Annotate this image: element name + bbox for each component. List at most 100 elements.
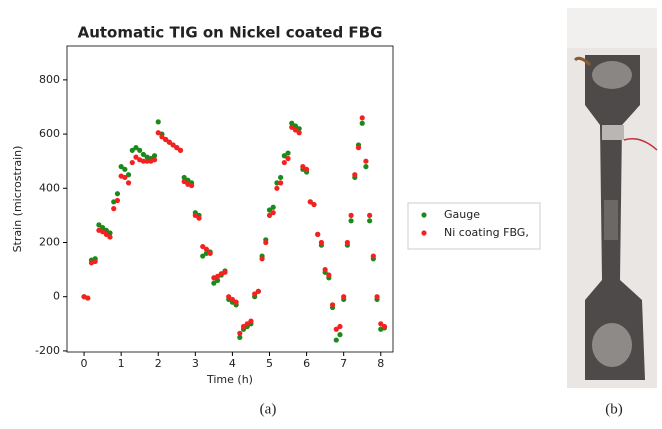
point <box>270 204 276 210</box>
point <box>114 197 121 204</box>
x-tick-label: 3 <box>192 357 199 370</box>
point <box>278 180 284 186</box>
point <box>359 120 365 126</box>
point <box>200 253 206 259</box>
point <box>133 154 139 160</box>
x-tick-label: 1 <box>118 357 125 370</box>
point <box>222 269 228 275</box>
point <box>289 120 295 126</box>
x-tick-label: 5 <box>266 357 273 370</box>
point <box>315 231 321 237</box>
point <box>196 215 202 221</box>
legend-marker <box>421 230 427 236</box>
x-axis-label: Time (h) <box>206 373 253 386</box>
point <box>259 256 265 262</box>
point <box>237 334 243 340</box>
point <box>125 172 132 178</box>
point <box>355 145 362 151</box>
point <box>363 164 369 170</box>
point <box>192 212 198 218</box>
x-tick-label: 0 <box>81 357 88 370</box>
point <box>263 239 269 246</box>
point <box>333 326 339 332</box>
point <box>207 250 213 256</box>
x-tick-label: 4 <box>229 357 236 370</box>
point <box>189 182 195 189</box>
point <box>140 151 147 158</box>
y-axis-label: Strain (microstrain) <box>11 146 24 253</box>
point <box>281 153 287 159</box>
point <box>125 180 132 186</box>
point <box>367 218 373 224</box>
point <box>129 159 135 166</box>
point <box>177 147 184 153</box>
point <box>326 272 332 278</box>
point <box>378 321 384 327</box>
point <box>266 207 273 213</box>
point <box>140 158 147 164</box>
point <box>100 229 106 235</box>
point <box>296 130 302 136</box>
caption: (b) <box>605 401 623 417</box>
point <box>151 153 158 159</box>
legend-label: Ni coating FBG, <box>444 226 529 239</box>
point <box>352 172 358 178</box>
point <box>307 199 313 205</box>
point <box>333 337 339 343</box>
legend-box <box>407 202 541 250</box>
point <box>114 191 121 197</box>
y-tick-label: 200 <box>39 236 60 249</box>
y-tick-label: 600 <box>39 127 60 140</box>
point <box>166 139 172 145</box>
point <box>229 296 236 303</box>
y-tick-label: 0 <box>53 290 60 303</box>
point <box>266 212 273 218</box>
point <box>151 157 158 163</box>
point <box>311 201 317 208</box>
point <box>374 294 380 300</box>
legend-label: Gauge <box>444 208 480 221</box>
point <box>289 124 295 130</box>
point <box>181 174 187 181</box>
photo <box>567 8 658 388</box>
point <box>226 294 232 300</box>
point <box>85 295 91 301</box>
point <box>137 147 143 153</box>
point <box>163 136 169 143</box>
point <box>381 323 388 330</box>
point <box>159 134 165 140</box>
point <box>344 239 350 246</box>
point <box>363 158 369 164</box>
point <box>322 267 328 273</box>
point <box>255 288 261 294</box>
point <box>248 318 254 324</box>
point <box>200 243 206 250</box>
x-tick-label: 7 <box>340 357 347 370</box>
y-tick-label: 400 <box>39 181 60 194</box>
point <box>337 323 343 330</box>
point <box>107 234 113 240</box>
point <box>129 147 135 153</box>
point <box>92 258 98 265</box>
x-tick-label: 6 <box>303 357 310 370</box>
point <box>211 280 217 286</box>
point <box>300 164 306 170</box>
point <box>367 212 373 218</box>
point <box>274 180 280 186</box>
point <box>144 158 150 164</box>
point <box>103 231 109 237</box>
point <box>100 224 106 231</box>
point <box>122 166 128 172</box>
point <box>278 174 284 181</box>
point <box>133 145 139 151</box>
point <box>318 239 325 246</box>
point <box>359 115 365 121</box>
y-tick-label: -200 <box>35 344 60 357</box>
point <box>170 142 176 148</box>
point <box>270 210 276 216</box>
caption: (a) <box>260 401 277 417</box>
point <box>285 155 291 162</box>
point <box>233 299 239 305</box>
point <box>337 332 343 338</box>
